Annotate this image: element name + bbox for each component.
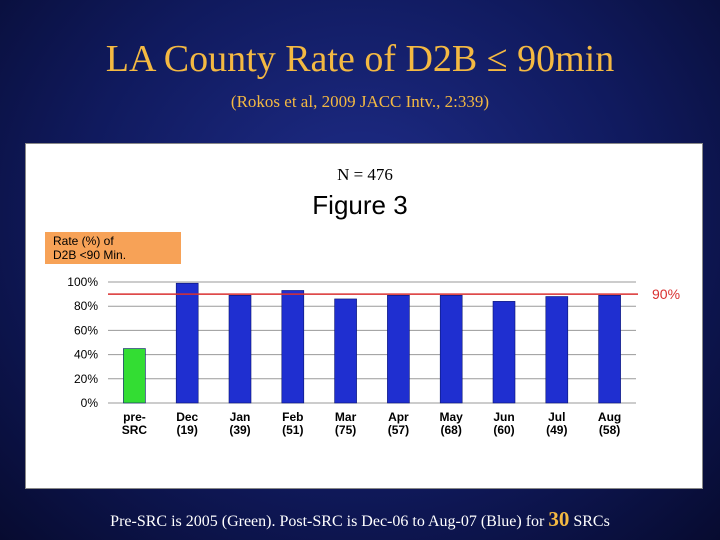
x-tick-label: (19) — [177, 423, 198, 437]
bar — [281, 290, 305, 404]
x-tick-label: Apr — [388, 410, 409, 424]
y-tick-label: 100% — [67, 275, 98, 289]
y-axis-title-line: Rate (%) of — [53, 234, 114, 248]
x-tick-label: Mar — [335, 410, 357, 424]
caption-text: Pre-SRC is 2005 (Green). Post-SRC is Dec… — [110, 513, 549, 530]
y-tick-label: 20% — [74, 372, 98, 386]
y-axis-title: Rate (%) of D2B <90 Min. — [45, 232, 181, 264]
x-tick-label: (39) — [229, 423, 250, 437]
x-tick-label: May — [440, 410, 464, 424]
y-axis-title-line: D2B <90 Min. — [53, 248, 127, 262]
y-tick-label: 40% — [74, 348, 98, 362]
slide-subtitle: (Rokos et al, 2009 JACC Intv., 2:339) — [230, 92, 490, 111]
x-tick-label: (58) — [599, 423, 620, 437]
x-tick-label: Dec — [176, 410, 198, 424]
bar — [545, 296, 569, 404]
chart-panel — [25, 143, 703, 489]
x-tick-label: Feb — [282, 410, 303, 424]
x-tick-label: (49) — [546, 423, 567, 437]
bar — [439, 295, 463, 404]
bar — [387, 295, 410, 404]
y-tick-label: 80% — [74, 299, 98, 313]
bar — [334, 298, 357, 404]
bar — [598, 295, 621, 404]
x-tick-label: (68) — [441, 423, 462, 437]
x-tick-label: (60) — [493, 423, 514, 437]
slide-caption: Pre-SRC is 2005 (Green). Post-SRC is Dec… — [0, 507, 720, 532]
chart-title: Figure 3 — [312, 190, 408, 220]
bar — [228, 295, 252, 404]
bar — [175, 282, 199, 404]
x-tick-label: SRC — [122, 423, 148, 437]
slide-title: LA County Rate of D2B ≤ 90min — [105, 38, 615, 80]
bar — [492, 301, 516, 404]
sample-size-label: N = 476 — [310, 165, 420, 185]
x-tick-label: Jul — [548, 410, 565, 424]
caption-number: 30 — [548, 507, 570, 531]
caption-text-end: SRCs — [569, 513, 610, 530]
bar — [123, 348, 146, 404]
x-tick-label: Jun — [493, 410, 514, 424]
x-tick-label: Aug — [598, 410, 621, 424]
x-tick-label: Jan — [230, 410, 251, 424]
y-tick-label: 60% — [74, 323, 98, 337]
x-tick-label: pre- — [123, 410, 146, 424]
x-tick-label: (75) — [335, 423, 356, 437]
x-tick-label: (57) — [388, 423, 409, 437]
reference-line-label: 90% — [652, 286, 680, 302]
y-tick-label: 0% — [81, 396, 99, 410]
x-tick-label: (51) — [282, 423, 303, 437]
